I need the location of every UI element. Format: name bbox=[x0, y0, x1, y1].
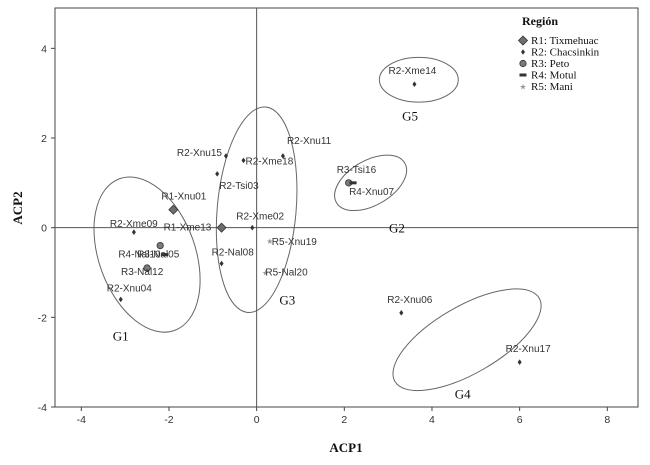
legend-entry-r3: R3: Peto bbox=[531, 58, 570, 70]
point-label-r1-xnu01: R1-Xnu01 bbox=[161, 192, 206, 203]
y-tick-label: 4 bbox=[41, 43, 47, 55]
point-r2-xnu11 bbox=[280, 153, 285, 159]
point-label-r2-xnu06: R2-Xnu06 bbox=[387, 295, 432, 306]
point-r2-xme09 bbox=[131, 229, 136, 235]
group-ellipses bbox=[93, 56, 542, 392]
point-r2-xme14 bbox=[412, 81, 417, 88]
point-r1-xme13 bbox=[216, 222, 227, 233]
point-r4-xnu07 bbox=[349, 181, 357, 185]
point-label-r4-xnu07: R4-Xnu07 bbox=[349, 187, 394, 198]
group-ellipse-g1 bbox=[93, 176, 201, 333]
point-label-r3-nal12: R3-Nal12 bbox=[121, 267, 164, 278]
group-label-g4: G4 bbox=[455, 387, 471, 402]
group-label-g2: G2 bbox=[389, 221, 405, 236]
legend-entry-r5: R5: Mani bbox=[531, 81, 573, 93]
plot-frame bbox=[54, 7, 639, 408]
x-tick-label: 8 bbox=[604, 414, 610, 426]
point-r2-nal08 bbox=[219, 260, 224, 267]
point-r3-nal12 bbox=[143, 264, 151, 272]
y-axis-ticks: -4 -2 0 2 4 bbox=[38, 43, 55, 414]
reference-lines bbox=[55, 8, 638, 407]
point-label-r2-xnu17: R2-Xnu17 bbox=[506, 344, 551, 355]
group-ellipse-g5 bbox=[378, 56, 459, 103]
group-label-g1: G1 bbox=[113, 328, 129, 343]
x-axis-ticks: -4 -2 0 2 4 6 8 bbox=[77, 407, 610, 426]
group-ellipse-g3 bbox=[215, 106, 298, 314]
point-label-r2-xme18: R2-Xme18 bbox=[245, 156, 293, 167]
legend-marker-r1 bbox=[517, 35, 529, 46]
group-ellipse-g4 bbox=[392, 288, 542, 392]
point-r5-nal20: ★ bbox=[262, 269, 269, 278]
point-label-r2-xme09: R2-Xme09 bbox=[110, 219, 158, 230]
legend-entry-r4: R4: Motul bbox=[531, 70, 577, 82]
point-r2-xme02 bbox=[250, 224, 255, 231]
point-label-r2-xme02: R2-Xme02 bbox=[236, 212, 284, 223]
point-label-r4-nal10: R4-Nal10 bbox=[118, 250, 161, 261]
y-tick-label: -4 bbox=[38, 402, 47, 414]
y-tick-label: 0 bbox=[41, 223, 47, 235]
point-label-r2-nal08: R2-Nal08 bbox=[212, 248, 255, 259]
legend-title: Región bbox=[522, 14, 558, 28]
group-label-g5: G5 bbox=[402, 109, 418, 124]
legend-entry-r1: R1: Tixmehuac bbox=[531, 35, 599, 47]
y-axis-title: ACP2 bbox=[10, 191, 25, 224]
point-label-r3-tsi16: R3-Tsi16 bbox=[337, 165, 377, 176]
point-label-r2-tsi03: R2-Tsi03 bbox=[219, 181, 259, 192]
point-label-r1-xme13: R1-Xme13 bbox=[164, 223, 212, 234]
point-label-r2-xnu11: R2-Xnu11 bbox=[287, 136, 332, 147]
point-label-r5-xnu19: R5-Xnu19 bbox=[272, 237, 317, 248]
point-label-r3-nal05: R3-Nal05 bbox=[137, 250, 180, 261]
point-r2-xnu17 bbox=[517, 359, 522, 365]
point-label-r2-xme14: R2-Xme14 bbox=[389, 66, 437, 77]
legend-marker-r4 bbox=[519, 73, 527, 77]
x-tick-label: 2 bbox=[341, 414, 347, 426]
point-r2-tsi03 bbox=[215, 171, 220, 177]
y-tick-label: 2 bbox=[41, 133, 47, 145]
x-tick-label: 4 bbox=[429, 414, 435, 426]
group-ellipse-g2 bbox=[334, 154, 408, 212]
point-r3-nal05 bbox=[156, 242, 164, 250]
x-tick-label: 0 bbox=[254, 414, 260, 426]
point-label-r2-xnu04: R2-Xnu04 bbox=[107, 283, 152, 294]
point-r2-xnu04 bbox=[118, 296, 123, 303]
legend-marker-r3 bbox=[519, 59, 527, 68]
point-label-r2-xnu15: R2-Xnu15 bbox=[177, 148, 222, 159]
legend-entry-r2: R2: Chacsinkin bbox=[531, 47, 600, 59]
point-r2-xme18 bbox=[241, 157, 246, 164]
x-tick-label: -2 bbox=[164, 414, 173, 426]
x-tick-label: -4 bbox=[77, 414, 86, 426]
x-axis-title: ACP1 bbox=[329, 440, 362, 455]
point-r4-nal10 bbox=[161, 253, 169, 257]
legend-marker-r5: ★ bbox=[519, 83, 526, 92]
x-tick-label: 6 bbox=[517, 414, 523, 426]
data-points: R2-Xme14 R2-Xnu11 R2-Xnu15 R2-Xme18 R2-Tsi03… bbox=[107, 66, 551, 365]
group-label-g3: G3 bbox=[279, 292, 295, 307]
y-tick-label: -2 bbox=[38, 312, 47, 324]
point-label-r5-nal20: R5-Nal20 bbox=[265, 268, 308, 279]
point-r5-xnu19: ★ bbox=[266, 237, 273, 246]
point-r2-xnu15 bbox=[223, 153, 228, 159]
group-labels: G1 G2 G3 G4 G5 bbox=[113, 109, 471, 402]
legend-marker-r2 bbox=[521, 49, 525, 55]
point-r1-xnu01 bbox=[168, 204, 179, 215]
point-r2-xnu06 bbox=[399, 310, 404, 316]
